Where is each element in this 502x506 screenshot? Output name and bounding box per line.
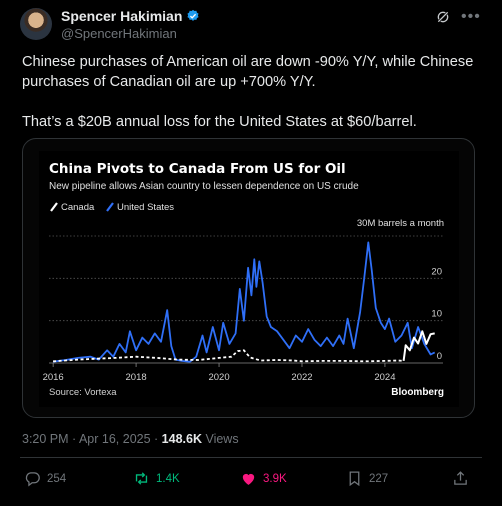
bookmark-button[interactable]: 227	[346, 470, 388, 487]
series-line-canada-solid	[402, 330, 435, 362]
repost-icon	[135, 472, 148, 485]
media-card[interactable]: China Pivots to Canada From US for Oil N…	[22, 138, 475, 418]
share-button[interactable]	[452, 470, 469, 487]
more-options-icon[interactable]: •••	[461, 8, 481, 25]
series-line-canada-dashed	[53, 349, 404, 363]
reply-icon	[25, 472, 40, 487]
author-name-row[interactable]: Spencer Hakimian	[61, 8, 200, 24]
bookmark-icon	[349, 471, 360, 487]
chart-title: China Pivots to Canada From US for Oil	[49, 161, 346, 177]
like-count: 3.9K	[263, 472, 287, 485]
tweet-meta: 3:20 PM · Apr 16, 2025 · 148.6K Views	[22, 432, 239, 446]
chart: China Pivots to Canada From US for Oil N…	[39, 151, 459, 407]
x-tick-label: 2016	[43, 372, 64, 383]
bloomberg-logo: Bloomberg	[391, 387, 444, 398]
repost-count: 1.4K	[156, 472, 180, 485]
y-tick-label: 20	[431, 266, 442, 277]
tweet-text: Chinese purchases of American oil are do…	[22, 54, 474, 130]
chart-source: Source: Vortexa	[49, 387, 117, 398]
legend-label-us: United States	[117, 202, 174, 213]
divider	[20, 457, 482, 458]
legend-swatch-canada	[50, 202, 58, 212]
legend-label-canada: Canada	[61, 202, 95, 213]
x-tick-label: 2022	[291, 372, 312, 383]
heart-icon	[242, 473, 255, 485]
verified-badge-icon	[187, 9, 199, 21]
share-icon	[454, 471, 467, 485]
y-tick-label: 10	[431, 309, 442, 320]
grok-icon[interactable]	[435, 9, 451, 25]
x-tick-label: 2018	[126, 372, 147, 383]
author-name[interactable]: Spencer Hakimian	[61, 8, 183, 24]
chart-subtitle: New pipeline allows Asian country to les…	[49, 181, 359, 192]
views-label: Views	[201, 432, 239, 446]
legend-swatch-us	[106, 202, 114, 212]
timestamp[interactable]: 3:20 PM · Apr 16, 2025 ·	[22, 432, 162, 446]
author-handle[interactable]: @SpencerHakimian	[61, 26, 177, 41]
y-unit-label: 30M barrels a month	[357, 218, 444, 229]
chart-ticks: 2016 2018 2020 2022 2024 0 10 20	[43, 266, 442, 383]
series-line-united-states	[52, 241, 436, 363]
action-bar: 254 1.4K 3.9K 227	[20, 470, 480, 492]
chart-legend: Canada United States	[50, 202, 174, 213]
reply-button[interactable]: 254	[24, 470, 66, 487]
y-tick-label: 0	[437, 351, 442, 362]
x-tick-label: 2024	[374, 372, 395, 383]
bookmark-count: 227	[369, 472, 389, 485]
chart-grid	[49, 235, 443, 364]
like-button[interactable]: 3.9K	[240, 470, 287, 487]
x-tick-label: 2020	[208, 372, 229, 383]
views-count: 148.6K	[161, 432, 202, 446]
avatar[interactable]	[20, 8, 52, 40]
repost-button[interactable]: 1.4K	[133, 470, 180, 487]
chart-svg: China Pivots to Canada From US for Oil N…	[43, 161, 444, 398]
reply-count: 254	[47, 472, 67, 485]
chart-series	[52, 241, 436, 363]
